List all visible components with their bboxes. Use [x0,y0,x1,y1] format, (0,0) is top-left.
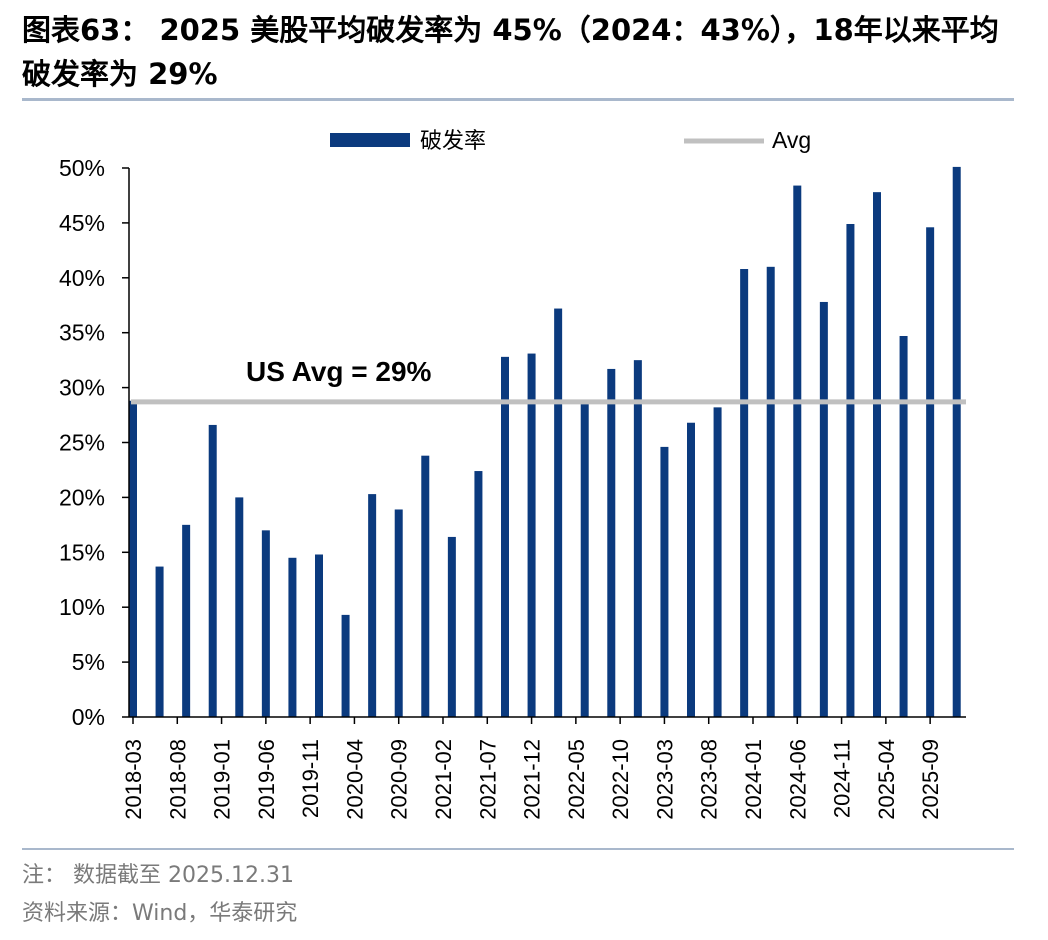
bar-2019Q3 [288,557,297,717]
avg-annotation: US Avg = 29% [246,356,432,387]
x-tick-label: 2021-12 [520,739,545,820]
bar-2025Q2 [899,335,908,717]
x-tick-label: 2023-08 [697,739,722,820]
bar-chart: US Avg = 29% 0% 5% 10% 15% 20% 25% 30% 35% 40% 45… [59,127,966,820]
legend-label-avg: Avg [772,127,811,153]
x-tick-label: 2025-09 [918,739,943,820]
x-tick-label: 2023-03 [652,739,677,820]
x-tick-label: 2021-02 [431,739,456,820]
x-tick-label: 2022-05 [564,739,589,820]
x-tick-label: 2021-07 [475,739,500,820]
x-tick-label: 2022-10 [608,739,633,820]
bar-2023Q3 [713,407,722,717]
bar-2025Q3 [926,227,935,718]
bar-2018Q2 [155,566,164,717]
x-tick-label: 2018-03 [121,739,146,820]
bar-2025Q1 [873,192,881,717]
bar-2023Q4 [740,269,749,717]
title-divider [22,98,1014,101]
bar-2018Q4 [208,424,217,717]
bar-2019Q2 [261,530,270,717]
x-tick-label: 2025-04 [874,739,899,820]
bar-2021Q4 [527,353,536,717]
bar-2024Q1 [766,266,775,717]
y-tick-label: 40% [59,265,105,291]
bar-2020Q3 [394,509,403,717]
bar-2023Q2 [687,422,695,717]
y-tick-label: 20% [59,484,105,510]
y-tick-label: 5% [72,649,105,675]
x-tick-labels: 2018-03 2018-08 2019-01 2019-06 2019-11 2020-… [121,717,943,820]
x-tick-label: 2019-01 [210,739,235,820]
x-tick-label: 2024-11 [830,739,855,818]
y-tick-label: 30% [59,375,105,401]
y-tick-label: 0% [72,704,105,730]
legend-swatch-bar [330,133,410,147]
x-tick-label: 2024-01 [741,739,766,820]
bar-2021Q2 [474,471,483,717]
y-tick-label: 50% [59,155,105,181]
source-note: 资料来源：Wind，华泰研究 [22,901,298,926]
footer-divider [22,848,1014,850]
y-tick-label: 10% [59,594,105,620]
bar-2025Q4 [952,166,961,718]
bar-2023Q1 [660,446,669,717]
y-tick-label: 25% [59,430,105,456]
x-tick-label: 2018-08 [165,739,190,820]
bar-2018Q1 [129,400,137,717]
bar-2021Q3 [501,356,509,717]
bar-2022Q4 [633,360,642,717]
x-tick-label: 2024-06 [785,739,810,820]
bar-2020Q1 [341,614,350,717]
bar-2019Q4 [315,554,323,717]
y-tick-label: 45% [59,210,105,236]
chart-title: 图表63： 2025 美股平均破发率为 45%（2024：43%），18年以来平… [22,13,999,91]
y-tick-labels: 0% 5% 10% 15% 20% 25% 30% 35% 40% 45% 50% [59,155,129,730]
bar-2024Q4 [846,223,855,718]
bar-2022Q1 [554,308,563,717]
x-tick-label: 2019-11 [298,739,323,818]
x-tick-label: 2020-04 [342,739,367,820]
bar-2024Q3 [819,301,828,717]
x-tick-label: 2020-09 [387,739,412,820]
bar-2021Q1 [447,536,456,717]
y-tick-label: 15% [59,539,105,565]
legend-label-bar: 破发率 [420,129,486,154]
legend: 破发率 Avg [330,127,811,154]
bar-2020Q2 [368,494,377,717]
bar-2022Q2 [580,404,589,717]
bar-2022Q3 [607,368,616,717]
bar-2019Q1 [235,497,244,717]
bar-2020Q4 [421,455,430,717]
bar-2024Q2 [793,185,802,717]
x-tick-label: 2019-06 [254,739,279,820]
footnote: 注： 数据截至 2025.12.31 [22,863,294,888]
bar-series [129,166,961,718]
bar-2018Q3 [182,524,191,717]
y-tick-label: 35% [59,320,105,346]
